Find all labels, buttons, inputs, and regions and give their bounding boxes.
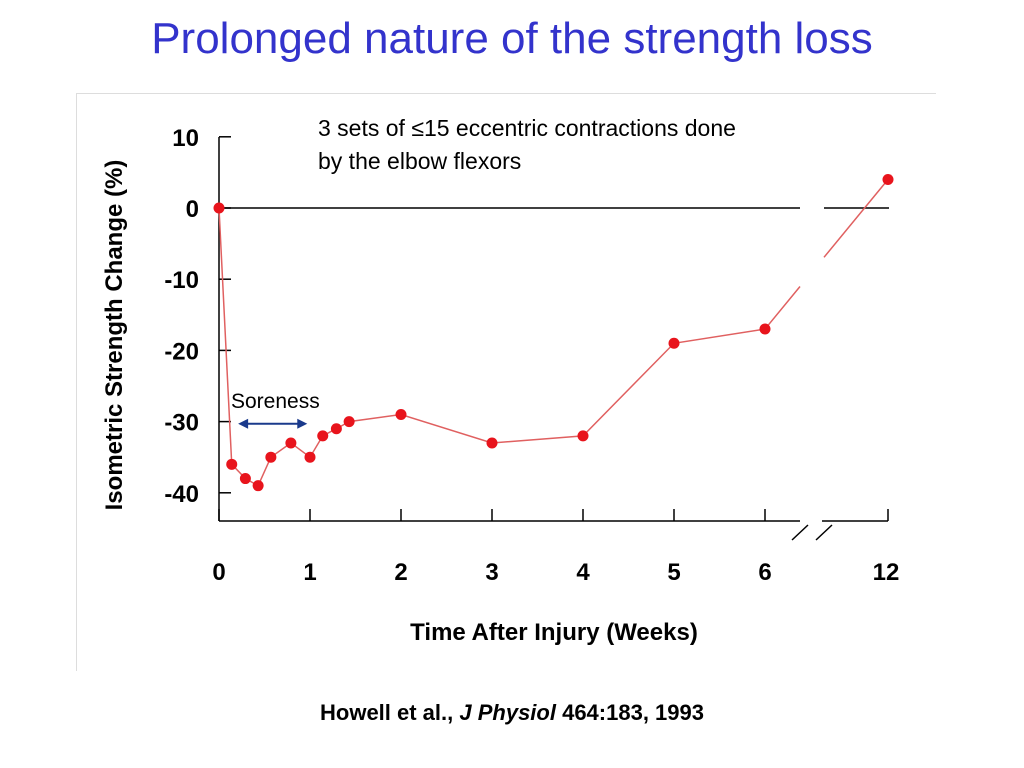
citation: Howell et al., J Physiol 464:183, 1993: [0, 700, 1024, 726]
x-tick-label: 2: [394, 559, 407, 586]
data-point: [265, 451, 277, 463]
leq-symbol: ≤: [411, 115, 424, 141]
data-point: [285, 437, 297, 449]
data-point: [577, 430, 589, 442]
citation-journal: J Physiol: [459, 700, 556, 725]
y-tick-label: 0: [186, 196, 199, 223]
axis-break-mark-left: [791, 524, 809, 541]
data-point: [239, 473, 251, 485]
data-point: [395, 408, 407, 420]
soreness-label: Soreness: [231, 390, 320, 413]
chart-axes: [218, 137, 889, 541]
data-point: [882, 174, 894, 186]
data-point: [486, 437, 498, 449]
citation-authors: Howell et al.,: [320, 700, 460, 725]
citation-ref: 464:183, 1993: [555, 700, 704, 725]
data-point: [226, 458, 238, 470]
chart-series: [213, 174, 894, 492]
axis-break-mark-right: [815, 524, 833, 541]
data-point: [759, 323, 771, 335]
protocol-annotation: 3 sets of ≤15 eccentric contractions don…: [318, 112, 738, 178]
y-tick-label: -10: [164, 267, 199, 294]
frame-top-border: [76, 93, 936, 94]
data-point: [317, 430, 329, 442]
y-tick-label: -30: [164, 410, 199, 437]
x-tick-label: 12: [873, 559, 900, 586]
y-tick-label: -40: [164, 481, 199, 508]
y-tick-label: 10: [172, 125, 199, 152]
series-line-after-break: [823, 179, 889, 258]
x-tick-label: 1: [303, 559, 316, 586]
x-tick-label: 3: [485, 559, 498, 586]
data-point: [304, 451, 316, 463]
series-line: [218, 207, 801, 487]
data-point: [252, 480, 264, 492]
y-axis-title: Isometric Strength Change (%): [101, 160, 128, 511]
annotation-rest: 15 eccentric contractions done by the el…: [318, 115, 736, 174]
annotation-prefix: 3 sets of: [318, 115, 412, 141]
data-point: [343, 416, 355, 428]
chart-labels: Time After Injury (Weeks) Isometric Stren…: [101, 160, 698, 646]
x-tick-label: 0: [212, 559, 225, 586]
y-tick-label: -20: [164, 338, 199, 365]
data-point: [330, 423, 342, 435]
data-point: [213, 202, 225, 214]
slide-title: Prolonged nature of the strength loss: [151, 14, 873, 63]
x-tick-label: 4: [576, 559, 590, 586]
x-axis-title: Time After Injury (Weeks): [410, 619, 698, 646]
data-point: [668, 337, 680, 349]
x-tick-label: 6: [758, 559, 771, 586]
soreness-arrow-left-head: [238, 418, 249, 429]
soreness-arrow-right-head: [297, 418, 308, 429]
frame-left-border: [76, 93, 77, 671]
chart-ticks: 100-10-20-30-400 1 2 3 4 5 6 12: [164, 125, 899, 586]
x-tick-label: 5: [667, 559, 680, 586]
